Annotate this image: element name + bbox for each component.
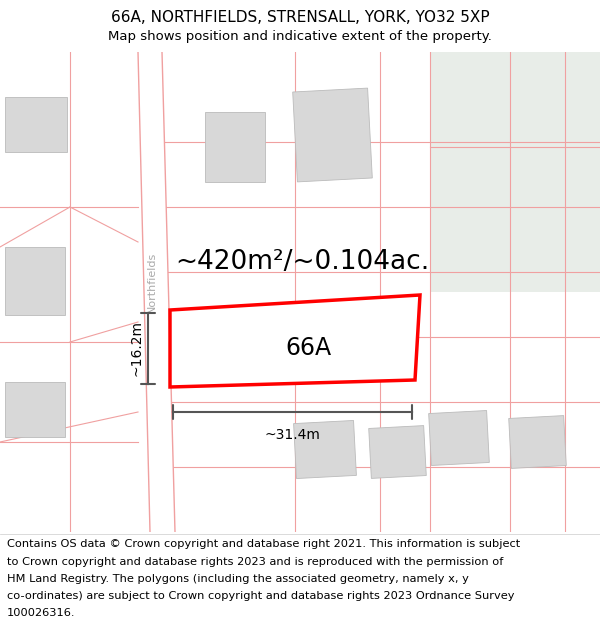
Text: Northfields: Northfields [147, 251, 157, 312]
Polygon shape [430, 52, 600, 292]
Polygon shape [250, 307, 355, 375]
Bar [5, 97, 67, 152]
Polygon shape [293, 88, 373, 182]
Text: 66A, NORTHFIELDS, STRENSALL, YORK, YO32 5XP: 66A, NORTHFIELDS, STRENSALL, YORK, YO32 … [110, 11, 490, 26]
Bar [205, 112, 265, 182]
Text: ~16.2m: ~16.2m [130, 321, 144, 376]
Bar [5, 382, 65, 437]
Polygon shape [428, 411, 490, 466]
Text: Map shows position and indicative extent of the property.: Map shows position and indicative extent… [108, 29, 492, 42]
Polygon shape [170, 295, 420, 387]
Text: co-ordinates) are subject to Crown copyright and database rights 2023 Ordnance S: co-ordinates) are subject to Crown copyr… [7, 591, 515, 601]
Text: ~420m²/~0.104ac.: ~420m²/~0.104ac. [175, 249, 429, 275]
Text: 66A: 66A [286, 336, 332, 360]
Text: to Crown copyright and database rights 2023 and is reproduced with the permissio: to Crown copyright and database rights 2… [7, 557, 503, 567]
Text: Contains OS data © Crown copyright and database right 2021. This information is : Contains OS data © Crown copyright and d… [7, 539, 520, 549]
Polygon shape [369, 426, 426, 478]
Text: ~31.4m: ~31.4m [265, 428, 320, 442]
Polygon shape [509, 416, 566, 468]
Text: HM Land Registry. The polygons (including the associated geometry, namely x, y: HM Land Registry. The polygons (includin… [7, 574, 469, 584]
Text: 100026316.: 100026316. [7, 608, 76, 618]
Polygon shape [293, 421, 356, 479]
Polygon shape [138, 52, 175, 532]
Bar [5, 247, 65, 315]
